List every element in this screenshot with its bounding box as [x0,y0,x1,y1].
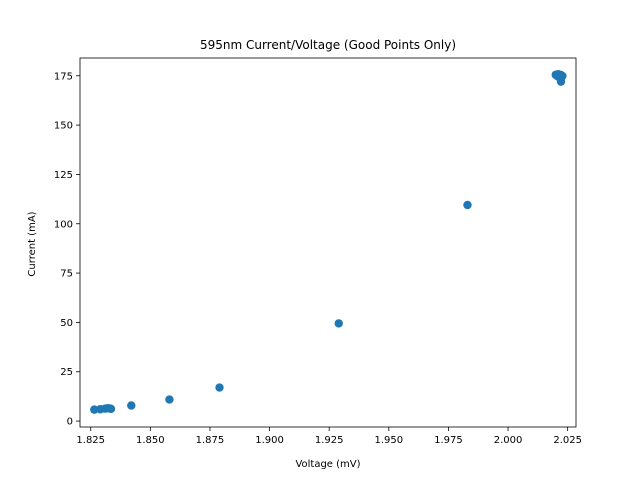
x-tick-label: 2.000 [494,435,523,446]
x-tick-label: 1.950 [374,435,403,446]
data-point [334,319,343,328]
y-tick-label: 25 [60,367,73,378]
data-point [90,405,99,414]
y-axis-label: Current (mA) [27,211,38,276]
y-tick-label: 0 [67,417,73,428]
data-point [463,200,472,210]
data-point [215,383,224,392]
data-point [558,71,567,81]
x-tick-label: 2.025 [553,435,582,446]
axes-frame [79,57,577,428]
data-point [106,404,116,414]
data-point [127,401,136,410]
y-tick-label: 75 [60,269,73,280]
x-tick-label: 1.900 [255,435,284,446]
y-tick-label: 50 [60,318,73,329]
y-tick-label: 125 [54,170,73,181]
x-axis-label: Voltage (mV) [295,459,360,470]
x-tick-label: 1.825 [76,435,105,446]
x-tick-label: 1.975 [434,435,463,446]
data-point [165,395,174,404]
x-tick-label: 1.850 [136,435,165,446]
plot-area: 1.825 1.850 1.875 1.900 1.925 1.950 1.975 2.000… [54,57,582,446]
y-tick-label: 150 [54,121,73,132]
y-tick-label: 175 [54,71,73,82]
y-tick-label: 100 [54,219,73,230]
x-tick-label: 1.875 [196,435,225,446]
chart-title: 595nm Current/Voltage (Good Points Only) [200,38,456,52]
x-tick-label: 1.925 [315,435,344,446]
